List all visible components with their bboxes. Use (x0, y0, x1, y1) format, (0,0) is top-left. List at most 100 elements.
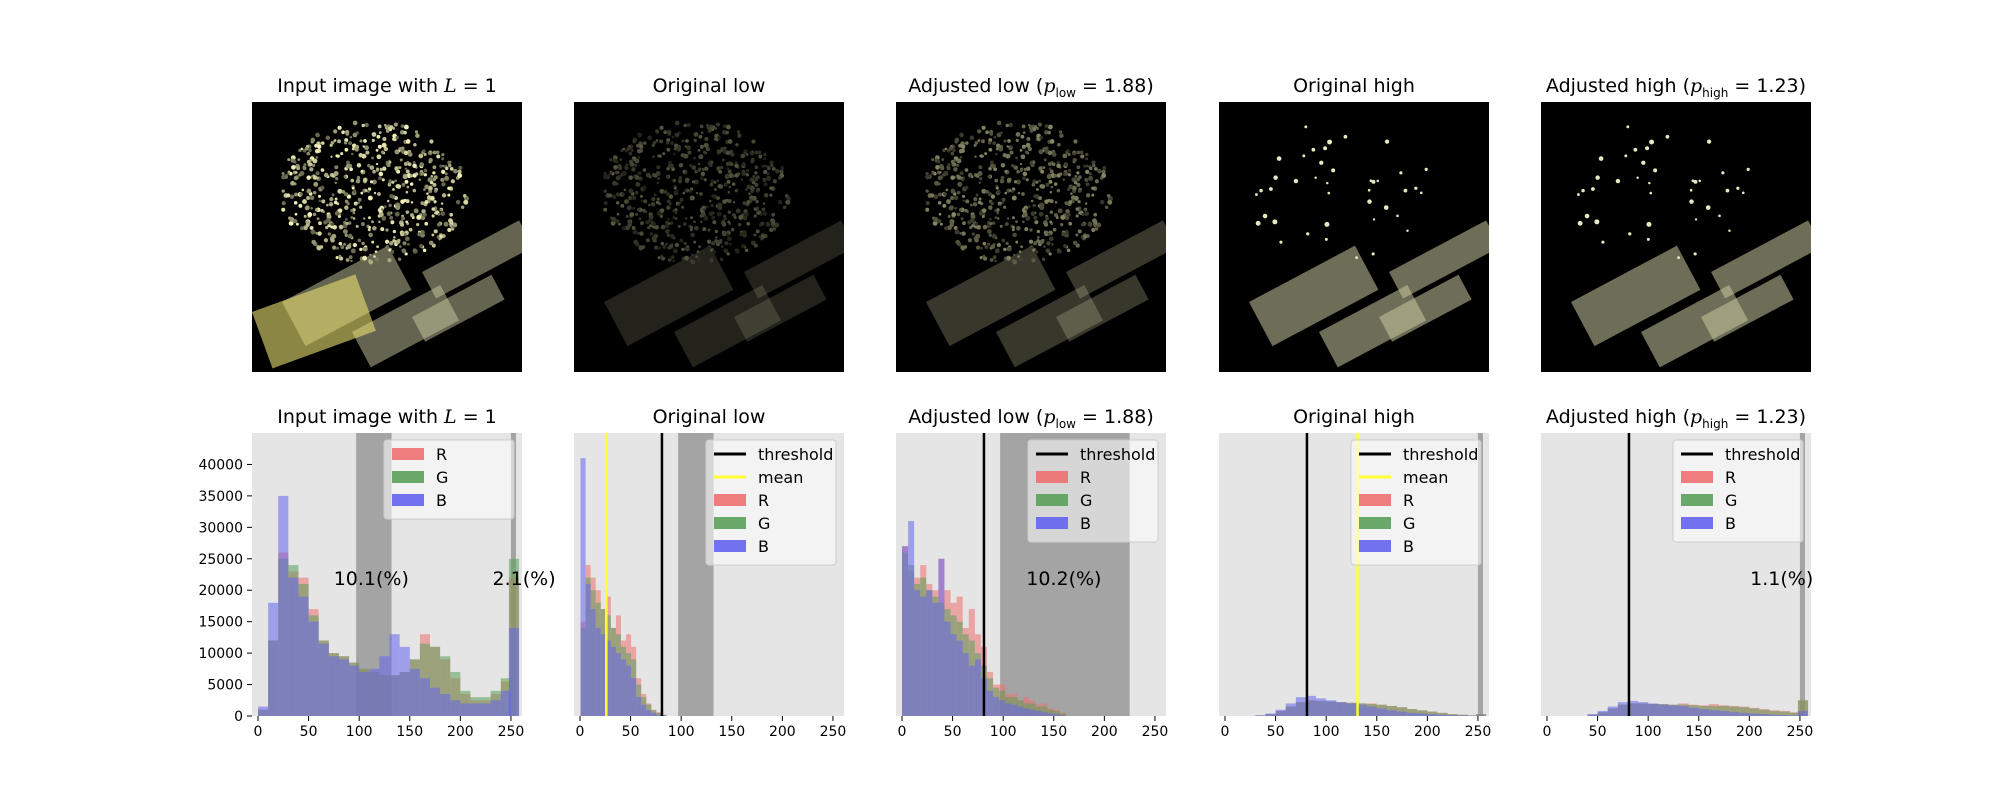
bar-g (1427, 711, 1438, 716)
x-tick-label: 150 (396, 724, 423, 740)
x-tick-label: 250 (820, 724, 847, 740)
bar-g (440, 656, 451, 716)
bar-b (1029, 709, 1036, 716)
bar-b (359, 671, 370, 716)
bar-g (430, 646, 441, 716)
bar-b (419, 678, 430, 716)
percent-annotation: 2.1(%) (493, 568, 556, 590)
y-tick-label: 0 (234, 709, 243, 725)
x-tick-label: 50 (1267, 724, 1285, 740)
legend-label: G (1725, 491, 1737, 510)
image-title-2: Adjusted low (plow = 1.88) (908, 75, 1154, 100)
percent-annotation: 10.2(%) (1026, 568, 1101, 590)
bar-b (631, 678, 637, 716)
bar-b (1417, 713, 1428, 716)
bar-b (1047, 713, 1054, 716)
bar-g (656, 712, 662, 716)
x-tick-label: 200 (1414, 724, 1441, 740)
bar-b (590, 609, 596, 716)
bar-b (605, 640, 611, 716)
y-tick-label: 20000 (198, 583, 243, 599)
bar-b (1041, 712, 1048, 716)
bar-g (1739, 707, 1750, 716)
legend-swatch-b (1359, 540, 1391, 552)
image-panel-adjusted-high (1541, 102, 1811, 372)
legend-label: threshold (758, 445, 833, 464)
image-panel-original-high (1219, 102, 1489, 372)
bar-b (932, 602, 939, 716)
legend-label: B (1403, 537, 1414, 556)
x-tick-label: 0 (1221, 724, 1230, 740)
bar-g (1475, 714, 1487, 716)
bar-g (1779, 711, 1790, 716)
bar-b (440, 693, 451, 716)
bar-b (610, 646, 616, 716)
legend-swatch-g (1681, 494, 1713, 506)
tail-band-0 (1477, 433, 1483, 716)
legend-label: mean (758, 468, 803, 487)
bar-b (595, 627, 601, 716)
bar-b (1638, 702, 1649, 716)
bar-b (1053, 714, 1060, 716)
bar-b (1326, 700, 1337, 716)
bar-b (1627, 700, 1639, 716)
bar-b (508, 627, 520, 716)
y-tick-label: 30000 (198, 520, 243, 536)
aerial-image-original-low (603, 120, 844, 368)
y-tick-label: 40000 (198, 457, 243, 473)
legend-box (1672, 439, 1804, 543)
bar-g (1797, 700, 1809, 716)
bar-b (1759, 714, 1770, 716)
x-tick-label: 0 (898, 724, 907, 740)
bar-b (1597, 710, 1608, 716)
legend-swatch-r (714, 494, 746, 506)
percent-annotation: 10.1(%) (334, 568, 409, 590)
bar-b (1769, 714, 1780, 716)
legend-swatch-b (1681, 517, 1713, 529)
bar-b (968, 665, 975, 716)
bar-b (636, 697, 642, 716)
bar-g (1417, 710, 1428, 716)
legend-box (1350, 439, 1482, 566)
bar-b (308, 621, 319, 716)
bar-b (1427, 714, 1438, 716)
bar-b (1648, 703, 1659, 716)
x-tick-label: 200 (447, 724, 474, 740)
hist-title-0: Input image with L = 1 (277, 406, 497, 428)
bar-b (580, 458, 586, 716)
bar-b (944, 621, 951, 716)
bar-b (389, 634, 400, 716)
bar-b (993, 697, 1000, 716)
bar-b (620, 659, 627, 716)
bar-g (1759, 709, 1770, 716)
bar-g (646, 704, 652, 716)
histogram-2: 0 50 100 150 200 250 10.2(%) threshold RGB (896, 433, 1168, 740)
bar-b (938, 558, 945, 716)
bar-b (470, 703, 481, 716)
x-tick-label: 100 (990, 724, 1017, 740)
legend-label: R (1403, 491, 1414, 510)
image-panel-input (252, 102, 522, 372)
bar-b (956, 640, 963, 716)
legend-label: threshold (1080, 445, 1155, 464)
y-tick-label: 5000 (207, 678, 243, 694)
bar-b (1749, 713, 1760, 716)
bar-b (999, 700, 1006, 716)
bar-b (1059, 715, 1066, 716)
bar-b (656, 714, 662, 716)
bar-b (920, 596, 927, 716)
x-tick-label: 150 (1363, 724, 1390, 740)
image-title-4: Adjusted high (phigh = 1.23) (1545, 75, 1807, 100)
y-tick-label: 15000 (198, 615, 243, 631)
legend-label: threshold (1725, 445, 1800, 464)
histogram-0: 0 50 100 150 200 250 0 5000 10000 15000 20000 25000… (198, 433, 556, 740)
legend-swatch-g (392, 471, 424, 483)
x-tick-label: 150 (718, 724, 745, 740)
bar-b (646, 710, 652, 716)
x-tick-label: 50 (1589, 724, 1607, 740)
legend-label: G (1403, 514, 1415, 533)
percent-annotation: 1.1(%) (1750, 568, 1813, 590)
aerial-image-adjusted-low (925, 120, 1166, 368)
bar-g (1047, 709, 1054, 716)
